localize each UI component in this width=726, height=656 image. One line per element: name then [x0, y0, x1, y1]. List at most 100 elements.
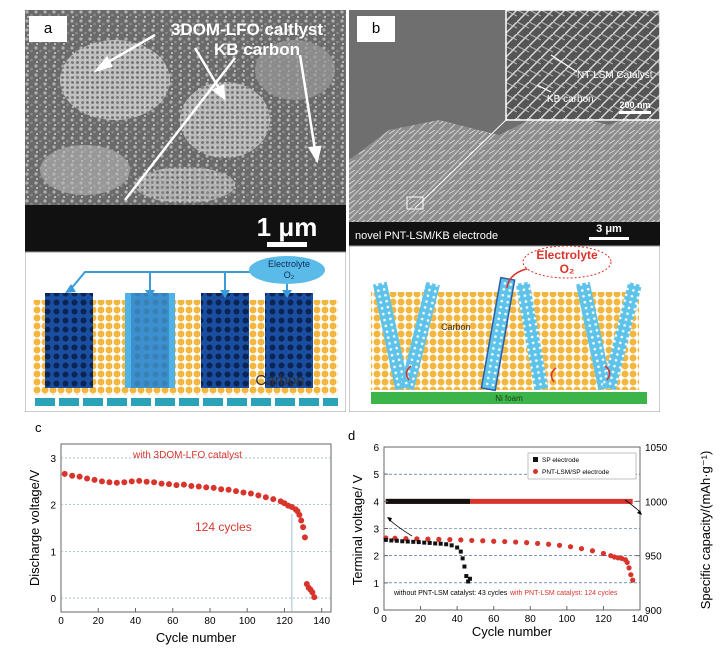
data-point-c: [188, 483, 195, 489]
data-point-sp: [444, 542, 449, 547]
data-point-c: [113, 479, 120, 486]
y-tick-label-c: 3: [50, 454, 56, 465]
data-point-c: [296, 511, 303, 518]
x-tick-label-c: 140: [313, 616, 330, 627]
data-point-c: [270, 496, 277, 503]
annotation-124-cycles: 124 cycles: [195, 520, 252, 534]
data-point-sp: [389, 538, 394, 543]
series-d: [383, 535, 636, 584]
data-point-pnt: [458, 537, 464, 543]
data-point-sp: [462, 564, 467, 569]
data-point-c: [61, 470, 68, 477]
y-axis-label-c: Discharge voltage/V: [27, 470, 42, 587]
ni-foam-b: [371, 392, 647, 404]
electrolyte-label-a: Electrolyte: [268, 259, 310, 269]
data-point-pnt: [447, 537, 453, 543]
x-tick-label-d: 120: [595, 614, 612, 625]
note-without: without PNT-LSM catalyst: 43 cycles: [393, 590, 508, 597]
data-point-c: [255, 492, 262, 499]
x-tick-label-c: 40: [130, 616, 142, 627]
data-point-c: [311, 594, 318, 601]
annotation-carbon: KB carbon: [214, 40, 300, 59]
panel-d: d 0 20 40 60 80 100 120 140 0 1 2 3 4 5 6 900 950 1000 1…: [340, 418, 726, 651]
data-point-sp: [438, 541, 443, 546]
data-point-c: [218, 486, 225, 493]
series-c: [61, 470, 318, 601]
y-tick-label-d: 0: [373, 606, 379, 617]
x-tick-label-d: 40: [452, 614, 464, 625]
y-tick-label-c: 2: [50, 501, 56, 512]
o2-label-b: O₂: [560, 262, 575, 276]
legend-c: with 3DOM-LFO catalyst: [132, 450, 242, 461]
y-tick-label-c: 0: [50, 594, 56, 605]
x-tick-label-c: 100: [239, 616, 256, 627]
y-tick-label-d: 4: [373, 497, 379, 508]
x-tick-label-d: 0: [381, 614, 387, 625]
data-point-pnt: [545, 541, 552, 547]
catalyst-block-1: [45, 293, 93, 388]
y-ticks-d: 0 1 2 3 4 5 6: [373, 443, 388, 617]
data-point-sp: [458, 549, 463, 554]
electrolyte-cloud-a: [249, 256, 325, 284]
data-point-sp: [416, 540, 421, 545]
data-point-c: [240, 489, 247, 496]
y2-tick-label-d: 1050: [645, 443, 668, 454]
data-point-pnt: [628, 572, 634, 578]
data-point-c: [166, 481, 172, 488]
scale-bar-b: [589, 237, 629, 240]
x-ticks-d: 0 20 40 60 80 100 120 140: [381, 606, 649, 625]
y-ticks-c: 0 1 2 3: [50, 454, 56, 605]
legend-sp-marker: [533, 457, 538, 462]
x-axis-label-d: Cycle number: [472, 624, 553, 639]
panel-a-figure: 3DOM-LFO caltlyst KB carbon 1 μm Electro…: [24, 10, 347, 413]
y2-tick-label-d: 950: [645, 552, 662, 563]
data-point-c: [69, 472, 76, 479]
data-point-sp: [394, 538, 399, 543]
inset-image-b: [505, 9, 661, 121]
data-point-pnt: [630, 577, 636, 583]
x-tick-label-c: 0: [58, 616, 64, 627]
current-collector-a: [35, 398, 338, 406]
data-point-sp: [449, 543, 454, 548]
x-ticks-c: 0 20 40 60 80 100 120 140: [58, 608, 330, 627]
data-point-c: [84, 475, 91, 482]
x-tick-label-c: 120: [276, 616, 293, 627]
data-point-c: [98, 478, 105, 485]
data-point-pnt: [589, 548, 596, 554]
plot-area-c: [60, 443, 332, 613]
scale-bar-a: [267, 242, 307, 247]
data-point-sp: [427, 540, 432, 545]
scale-bar-b-label: 3 μm: [596, 223, 622, 235]
y-tick-label-d: 2: [373, 552, 379, 563]
y-tick-label-d: 3: [373, 525, 379, 536]
x-tick-label-d: 80: [525, 614, 537, 625]
data-point-c: [173, 482, 180, 489]
o2-label-a: O₂: [284, 270, 295, 280]
panel-a-label: a: [29, 16, 67, 42]
data-point-c: [76, 473, 83, 480]
data-point-pnt: [425, 536, 431, 542]
inset-carbon-label: KB carbon: [547, 94, 594, 105]
panel-d-label: d: [348, 428, 355, 443]
x-axis-label-c: Cycle number: [156, 630, 237, 645]
data-point-pnt: [436, 536, 442, 542]
data-point-c: [121, 479, 128, 486]
y-tick-label-d: 1: [373, 579, 379, 590]
chart-d: d 0 20 40 60 80 100 120 140 0 1 2 3 4 5 6 900 950 1000 1…: [348, 428, 713, 639]
data-point-sp: [455, 545, 460, 550]
data-point-c: [247, 490, 254, 497]
x-tick-label-d: 60: [488, 614, 500, 625]
y-tick-label-d: 5: [373, 470, 379, 481]
data-point-sp: [467, 576, 472, 581]
y-axis-label-d: Terminal voltage/ V: [350, 474, 365, 585]
legend-pnt: PNT-LSM/SP electrode: [542, 469, 609, 476]
catalyst-block-4: [265, 293, 313, 388]
data-point-pnt: [578, 546, 585, 552]
data-point-c: [225, 486, 232, 493]
y2-tick-label-d: 1000: [645, 497, 668, 508]
data-point-c: [233, 488, 240, 495]
ni-foam-label: Ni foam: [495, 394, 523, 403]
panel-c-label: c: [35, 420, 42, 435]
data-point-c: [309, 589, 316, 596]
x-tick-label-d: 20: [415, 614, 427, 625]
